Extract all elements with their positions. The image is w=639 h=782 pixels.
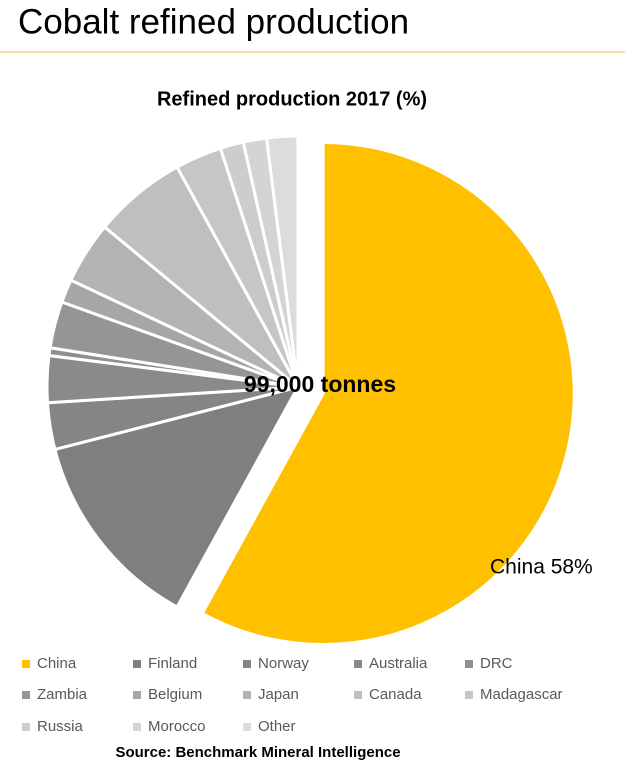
legend-swatch: [354, 691, 362, 699]
legend-label: Belgium: [148, 686, 202, 703]
legend-swatch: [22, 660, 30, 668]
chart-title: Refined production 2017 (%): [157, 88, 427, 110]
legend-label: Zambia: [37, 686, 88, 703]
legend-swatch: [465, 691, 473, 699]
legend-label: Other: [258, 718, 296, 735]
center-label: 99,000 tonnes: [244, 371, 396, 397]
legend-swatch: [243, 691, 251, 699]
pie-slice: [264, 134, 300, 388]
legend-label: Norway: [258, 655, 309, 672]
source: Source: Benchmark Mineral Intelligence: [115, 744, 400, 761]
legend-label: Canada: [369, 686, 422, 703]
legend-label: Morocco: [148, 718, 206, 735]
legend-swatch: [243, 660, 251, 668]
legend-label: Finland: [148, 655, 197, 672]
legend-label: DRC: [480, 655, 513, 672]
legend-swatch: [133, 723, 141, 731]
legend-swatch: [354, 660, 362, 668]
slice-label: China 58%: [490, 556, 593, 579]
legend-label: Australia: [369, 655, 428, 672]
pie: China 58%: [45, 134, 593, 646]
legend-swatch: [133, 691, 141, 699]
legend-swatch: [22, 723, 30, 731]
pie-slice: [200, 140, 576, 646]
pie-slice: [53, 384, 301, 609]
legend-label: Russia: [37, 718, 84, 735]
legend-swatch: [22, 691, 30, 699]
legend-swatch: [243, 723, 251, 731]
legend-swatch: [465, 660, 473, 668]
slide-title: Cobalt refined production: [18, 2, 409, 41]
legend-swatch: [133, 660, 141, 668]
legend-label: China: [37, 655, 77, 672]
legend-label: Madagascar: [480, 686, 563, 703]
legend-label: Japan: [258, 686, 299, 703]
legend: China Finland Norway Australia DRC Zambia Belg…: [22, 655, 563, 735]
